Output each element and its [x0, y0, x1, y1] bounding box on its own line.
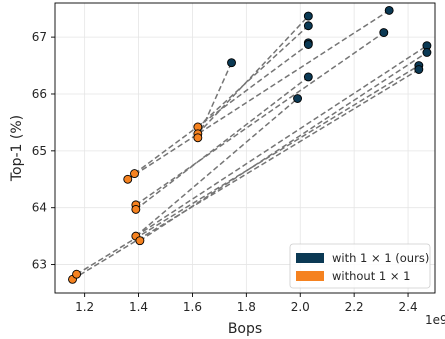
legend-label-with-1x1: with 1 × 1 (ours) — [332, 251, 429, 265]
x-tick-label: 1.2 — [75, 300, 94, 314]
connection-line — [197, 25, 309, 128]
x-axis-title: Bops — [228, 321, 262, 337]
y-tick-label: 63 — [32, 258, 47, 272]
x-tick-label: 2.2 — [345, 300, 364, 314]
x-tick-label: 1.8 — [237, 300, 256, 314]
data-point-with-1x1 — [227, 58, 236, 68]
connection-line — [135, 31, 385, 206]
x-tick-label: 1.4 — [129, 300, 148, 314]
data-point-without-1x1 — [193, 133, 203, 143]
data-point-with-1x1 — [379, 28, 389, 38]
data-point-without-1x1 — [130, 169, 139, 179]
connection-line — [135, 97, 299, 237]
data-point-with-1x1 — [414, 65, 424, 74]
x-offset-label: 1e9 — [425, 313, 445, 327]
connection-line — [76, 64, 420, 275]
y-tick-label: 64 — [32, 201, 47, 215]
legend-swatch-with-1x1 — [296, 253, 324, 263]
data-point-with-1x1 — [422, 48, 432, 57]
x-tick-label: 2.4 — [399, 300, 418, 314]
y-axis-title: Top-1 (%) — [9, 115, 25, 182]
connection-line — [134, 43, 309, 175]
legend-box — [289, 243, 431, 289]
legend-label-without-1x1: without 1 × 1 — [332, 269, 410, 283]
plot-frame — [54, 2, 436, 294]
connection-line — [197, 62, 233, 139]
y-tick-label: 67 — [32, 30, 47, 44]
data-point-with-1x1 — [303, 21, 313, 31]
connection-line — [135, 76, 309, 211]
y-tick-label: 65 — [32, 144, 47, 158]
data-point-with-1x1 — [303, 40, 313, 49]
data-point-with-1x1 — [384, 5, 394, 15]
connection-line — [127, 9, 390, 180]
legend-swatch-without-1x1 — [296, 271, 324, 281]
data-point-without-1x1 — [123, 174, 133, 184]
connection-line — [135, 45, 428, 237]
data-point-with-1x1 — [293, 94, 303, 103]
data-point-with-1x1 — [303, 11, 313, 21]
connection-line — [197, 15, 309, 135]
data-point-without-1x1 — [72, 269, 82, 279]
data-point-with-1x1 — [303, 72, 313, 82]
connection-line — [139, 51, 428, 242]
data-point-without-1x1 — [131, 204, 141, 214]
data-point-without-1x1 — [135, 236, 145, 246]
x-tick-label: 1.6 — [183, 300, 202, 314]
y-tick-label: 66 — [32, 87, 47, 101]
x-tick-label: 2.0 — [291, 300, 310, 314]
